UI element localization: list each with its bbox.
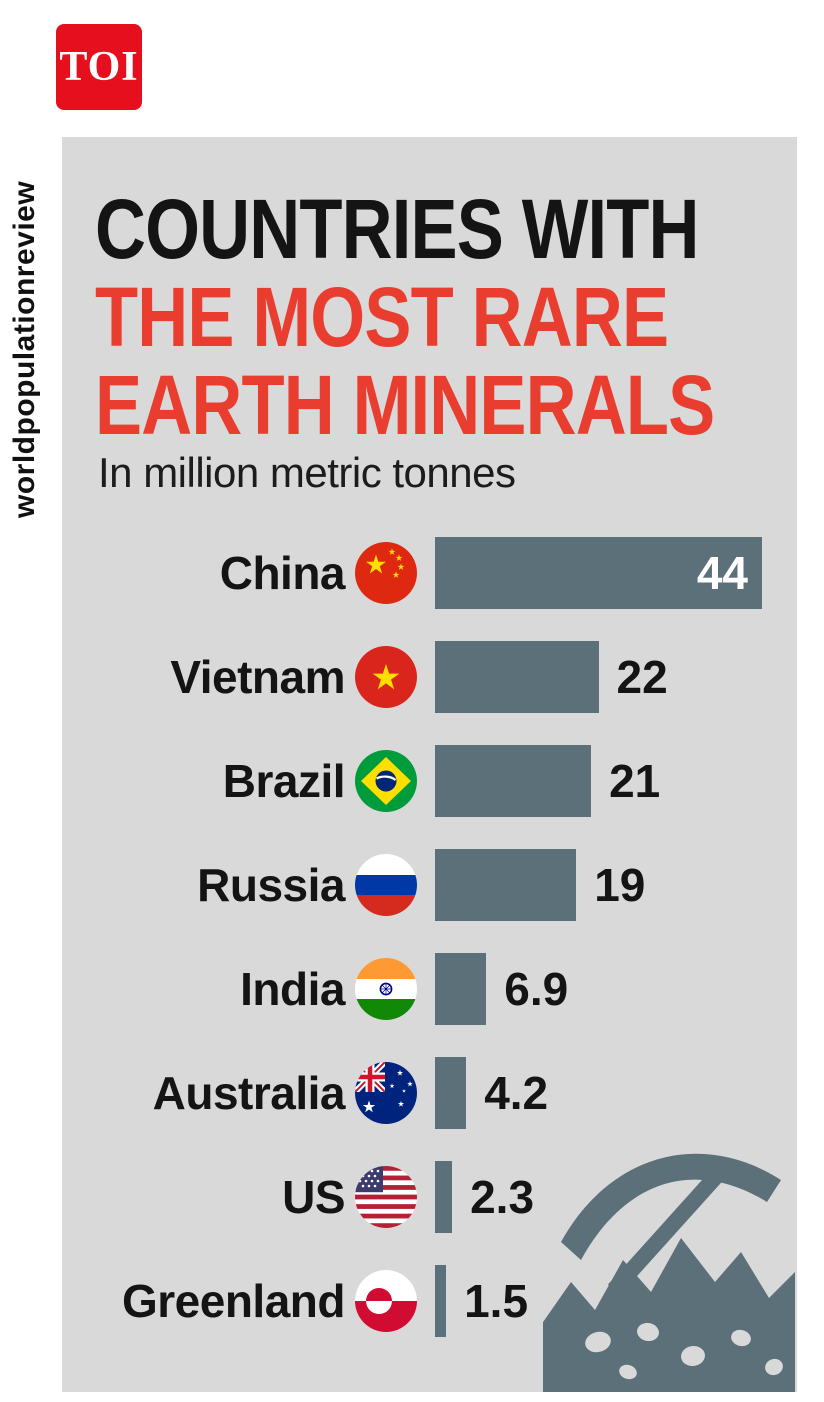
chart-row-australia: Australia: [95, 1041, 781, 1145]
chart-row-russia: Russia 19: [95, 833, 781, 937]
toi-logo: TOI: [56, 24, 142, 110]
us-flag-icon: [355, 1166, 417, 1228]
bar-area: 21: [435, 745, 781, 817]
bar-area: 1.5: [435, 1265, 781, 1337]
bar-india: [435, 953, 487, 1025]
bar-area: 4.2: [435, 1057, 781, 1129]
value-label-australia: 4.2: [484, 1067, 549, 1119]
country-label-brazil: Brazil: [222, 755, 346, 807]
china-flag-icon: [355, 542, 417, 604]
chart-row-greenland: Greenland 1.5: [95, 1249, 781, 1353]
bar-russia: [435, 849, 577, 921]
value-label-brazil: 21: [609, 755, 661, 807]
bar-area: 22: [435, 641, 781, 713]
bar-us: [435, 1161, 453, 1233]
bar-area: 6.9: [435, 953, 781, 1025]
chart-subtitle: In million metric tonnes: [98, 449, 516, 496]
bar-vietnam: [435, 641, 599, 713]
country-label-us: US: [282, 1171, 345, 1223]
bar-chart: China 44: [95, 521, 781, 1353]
bar-area: 44: [435, 537, 781, 609]
bar-area: 2.3: [435, 1161, 781, 1233]
value-label-vietnam: 22: [616, 651, 668, 703]
greenland-flag-icon: [355, 1270, 417, 1332]
value-label-india: 6.9: [504, 963, 569, 1015]
title-line-3: EARTH MINERALS: [95, 358, 715, 452]
india-flag-icon: [355, 958, 417, 1020]
bar-china: 44: [435, 537, 762, 609]
pickaxe-rocks-illustration: [543, 1153, 795, 1392]
country-label-greenland: Greenland: [121, 1275, 346, 1327]
russia-flag-icon: [355, 854, 417, 916]
chart-title: COUNTRIES WITH THE MOST RARE EARTH MINER…: [95, 185, 824, 449]
chart-row-vietnam: Vietnam 22: [95, 625, 781, 729]
value-label-us: 2.3: [470, 1171, 535, 1223]
bar-area: 19: [435, 849, 781, 921]
infographic-panel: COUNTRIES WITH THE MOST RARE EARTH MINER…: [62, 137, 797, 1392]
country-label-vietnam: Vietnam: [170, 651, 345, 703]
australia-flag-icon: [355, 1062, 417, 1124]
brazil-flag-icon: [355, 750, 417, 812]
source-vertical-text: worldpopulationreview: [8, 180, 41, 518]
bar-greenland: [435, 1265, 447, 1337]
value-label-china: 44: [696, 547, 748, 599]
chart-row-india: India 6.9: [95, 937, 781, 1041]
title-line-2: THE MOST RARE: [95, 270, 669, 364]
chart-row-brazil: Brazil 21: [95, 729, 781, 833]
country-label-india: India: [240, 963, 345, 1015]
country-label-china: China: [219, 547, 346, 599]
bar-australia: [435, 1057, 467, 1129]
title-line-1: COUNTRIES WITH: [95, 182, 699, 276]
vietnam-flag-icon: [355, 646, 417, 708]
chart-row-us: US: [95, 1145, 781, 1249]
value-label-russia: 19: [594, 859, 646, 911]
country-label-russia: Russia: [197, 859, 345, 911]
toi-logo-text: TOI: [59, 44, 139, 90]
country-label-australia: Australia: [152, 1067, 346, 1119]
value-label-greenland: 1.5: [464, 1275, 529, 1327]
chart-row-china: China 44: [95, 521, 781, 625]
bar-brazil: [435, 745, 592, 817]
